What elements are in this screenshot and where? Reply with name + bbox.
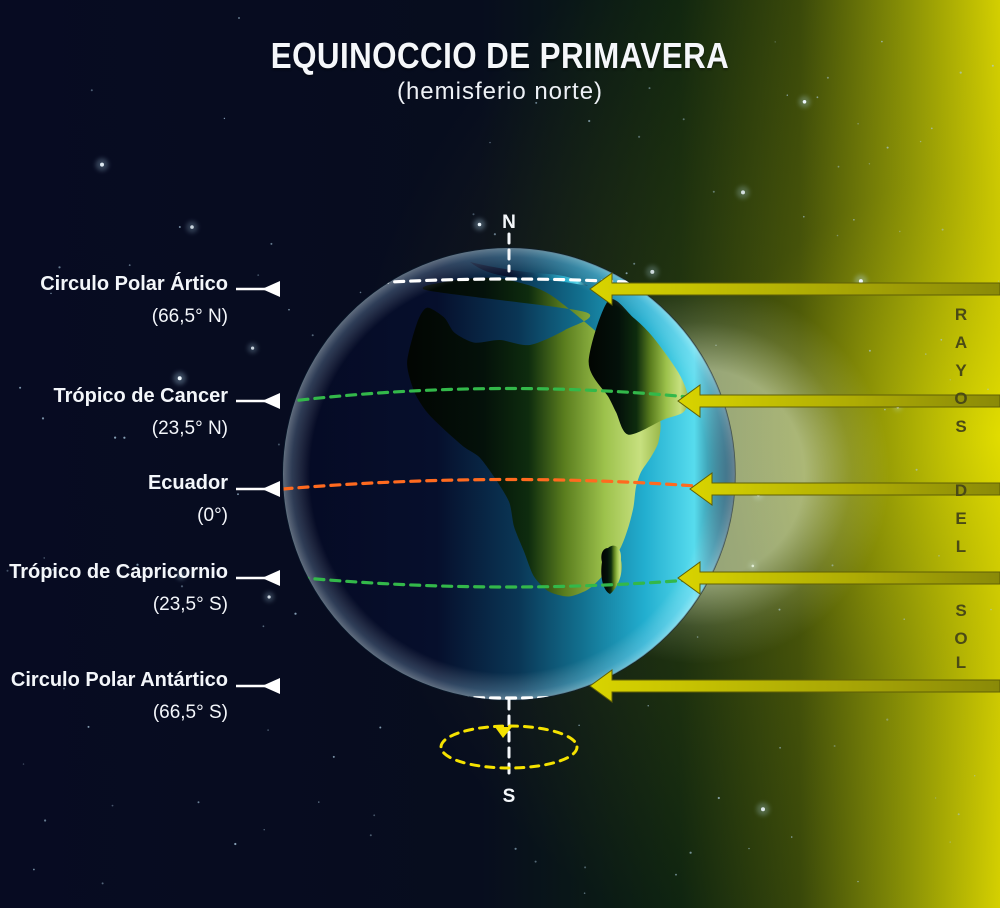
svg-text:N: N [502, 212, 516, 233]
svg-text:S: S [503, 786, 516, 807]
